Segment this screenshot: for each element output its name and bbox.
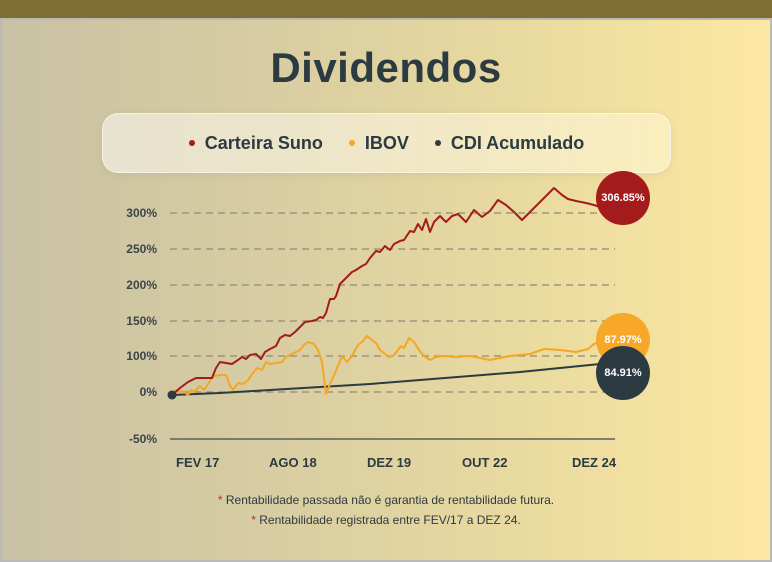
badge-cdi: 84.91% — [596, 346, 650, 400]
x-tick-out22: OUT 22 — [462, 455, 508, 470]
footnote-text: Rentabilidade passada não é garantia de … — [225, 493, 555, 507]
legend-label: CDI Acumulado — [450, 132, 585, 153]
legend-dot-icon — [434, 140, 441, 146]
top-bar — [0, 0, 772, 18]
legend-item-carteira-suno[interactable]: Carteira Suno — [188, 132, 323, 154]
gridlines — [170, 212, 615, 393]
series-ibov-line — [171, 335, 615, 396]
x-tick-dez24: DEZ 24 — [572, 455, 617, 470]
chart-panel — [2, 20, 770, 560]
footnote-text: Rentabilidade registrada entre FEV/17 a … — [259, 513, 521, 527]
badge-carteira-suno: 306.85% — [596, 171, 650, 225]
legend-item-cdi-acumulado[interactable]: CDI Acumulado — [434, 132, 585, 154]
y-tick-300: 300% — [126, 206, 157, 220]
chart-legend: Carteira Suno IBOV CDI Acumulado — [102, 113, 671, 173]
footnote-asterisk: * — [251, 513, 256, 527]
legend-dot-icon — [348, 140, 355, 146]
series-cdi-line — [171, 361, 616, 396]
x-tick-fev17: FEV 17 — [176, 455, 220, 470]
footnote-asterisk: * — [217, 493, 223, 507]
series-origin-marker — [167, 390, 177, 400]
x-tick-dez19: DEZ 19 — [367, 455, 412, 470]
y-tick-250: 250% — [126, 242, 157, 256]
series-carteira-suno-line — [171, 187, 615, 396]
y-tick-100: 100% — [126, 349, 157, 363]
y-tick-neg50: -50% — [128, 432, 157, 446]
footnote-past-performance: * Rentabilidade passada não é garantia d… — [0, 493, 772, 507]
page-title: Dividendos — [270, 44, 502, 91]
footnote-period: * Rentabilidade registrada entre FEV/17 … — [0, 513, 772, 527]
y-tick-150: 150% — [126, 314, 157, 328]
legend-label: Carteira Suno — [204, 132, 323, 153]
x-tick-ago18: AGO 18 — [269, 455, 317, 470]
legend-dot-icon — [188, 140, 195, 146]
y-tick-200: 200% — [126, 278, 157, 292]
legend-label: IBOV — [364, 132, 409, 153]
legend-item-ibov[interactable]: IBOV — [348, 132, 409, 154]
y-tick-0: 0% — [139, 385, 157, 399]
